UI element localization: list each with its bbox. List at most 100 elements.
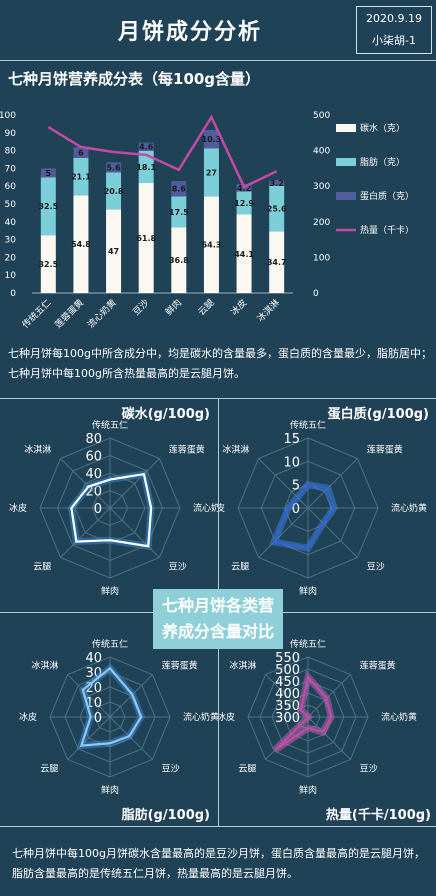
x-tick-label: 冰淇淋 — [254, 297, 282, 325]
bar-protein — [269, 179, 285, 186]
summary-note-1-line-2: 七种月饼中每100g所含热量最高的是云腿月饼。 — [8, 367, 245, 380]
radar-axis-label: 冰皮 — [9, 502, 27, 514]
radar-axis-label: 鲜肉 — [299, 585, 317, 597]
radar-section-label: 七种月饼各类营 养成分含量对比 — [153, 589, 283, 649]
bar-fat-label: 12.9 — [234, 199, 254, 208]
bar-fat-label: 20.8 — [104, 187, 124, 196]
bar-carbs — [236, 214, 252, 293]
radar-tick-label: 500 — [275, 663, 300, 678]
bar-carbs-label: 54.8 — [71, 240, 91, 249]
bar-carbs-label: 32.5 — [38, 260, 58, 269]
radar-spoke — [109, 674, 153, 718]
radar-axis-label: 传统五仁 — [290, 419, 326, 431]
radar-tick-label: 10 — [85, 696, 102, 711]
x-tick-label: 冰皮 — [228, 297, 249, 318]
radar-series-line — [274, 674, 333, 751]
y-tick-label: 30 — [5, 236, 17, 246]
divider — [0, 826, 436, 827]
bar-fat — [236, 191, 252, 215]
radar-series-line — [70, 472, 153, 548]
energy-line — [47, 114, 278, 189]
radar-axis-label: 莲蓉蛋黄 — [162, 659, 198, 671]
y2-tick-label: 300 — [313, 182, 330, 192]
bar-fat-label: 21.1 — [71, 173, 91, 182]
radar-tick-label: 15 — [283, 432, 300, 447]
x-tick-label: 流心奶黄 — [85, 297, 119, 331]
radar-axis-label: 豆沙 — [169, 562, 187, 573]
radar-spoke — [109, 458, 160, 509]
radar-axis-label: 莲蓉蛋黄 — [367, 443, 403, 455]
radar-axis-label: 鲜肉 — [101, 784, 119, 796]
bar-protein-label: 6 — [78, 149, 84, 158]
radar-tick-label: 550 — [275, 651, 300, 666]
radar-series-line — [79, 666, 143, 747]
bar-carbs-label: 34.7 — [267, 258, 287, 267]
radar-axis-label: 云腿 — [238, 764, 256, 775]
nutrition-bar-chart: 0 10 20 30 40 50 60 70 80 90 100 0 100 200 300 400 500 32… — [0, 111, 414, 331]
radar-spoke — [307, 716, 351, 760]
y-tick-label: 60 — [5, 182, 17, 192]
radar-axis-label: 云腿 — [231, 562, 249, 573]
bar-carbs — [73, 195, 89, 293]
radar-tick-label: 400 — [275, 687, 300, 702]
date-author-box: 2020.9.19 小柒胡-1 — [356, 6, 432, 54]
bar-carbs-label: 54.3 — [202, 241, 222, 250]
radar-spoke — [67, 716, 111, 760]
radar-axis-label: 鲜肉 — [101, 585, 119, 597]
bar-protein — [203, 129, 219, 149]
radar-axis-label: 流心奶黄 — [183, 711, 218, 723]
bar-protein-label: 4.2 — [237, 184, 251, 193]
bar-protein-label: 4.6 — [139, 143, 154, 152]
bar-protein — [40, 168, 56, 178]
radar-axis-label: 鲜肉 — [299, 784, 317, 796]
radar-axis-label: 豆沙 — [367, 562, 385, 573]
bar-protein-label: 5.6 — [106, 163, 121, 172]
radar-axis-label: 冰淇淋 — [222, 443, 249, 455]
y2-tick-label: 100 — [313, 253, 330, 263]
radar-axis-label: 流心奶黄 — [391, 502, 427, 514]
radar-axis-label: 传统五仁 — [92, 419, 128, 431]
bar-carbs-label: 44.1 — [234, 250, 254, 259]
y-tick-label: 70 — [5, 164, 17, 174]
radar-spoke — [67, 674, 111, 718]
radar-spoke — [307, 458, 358, 509]
bar-fat-label: 17.5 — [169, 208, 189, 217]
x-tick-label: 豆沙 — [131, 297, 152, 318]
radar-spoke — [258, 458, 309, 509]
bar-protein — [106, 162, 122, 173]
radar-axis-label: 冰皮 — [19, 711, 37, 723]
bar-carbs-label: 61.8 — [136, 234, 156, 243]
summary-note-1: 七种月饼每100g中所含成分中，均是碳水的含量最多，蛋白质的含量最少，脂肪居中；… — [8, 344, 432, 384]
page-title: 月饼成分分析 — [117, 20, 262, 45]
y-tick-label: 90 — [5, 129, 17, 139]
radar-section-label-line-1: 七种月饼各类营 — [161, 596, 274, 615]
radar-axis-label: 豆沙 — [162, 764, 180, 775]
bar-carbs-label: 47 — [108, 247, 119, 256]
x-tick-label: 云腿 — [196, 297, 217, 318]
bar-protein-label: 5 — [46, 169, 52, 178]
radar-tick-label: 0 — [292, 502, 300, 517]
radar-axis-label: 冰淇淋 — [24, 443, 51, 455]
radar-title: 蛋白质(g/100g) — [328, 406, 429, 422]
bar-fat — [203, 148, 219, 197]
radar-tick-label: 10 — [283, 455, 300, 470]
bar-fat-label: 27 — [206, 168, 217, 177]
bar-fat — [138, 150, 154, 183]
radar-title: 脂肪(g/100g) — [121, 807, 210, 823]
radar-spoke — [307, 507, 358, 558]
y-tick-label: 40 — [5, 218, 17, 228]
y2-tick-label: 200 — [313, 218, 330, 228]
radar-axis-label: 莲蓉蛋黄 — [360, 659, 396, 671]
radar-title: 碳水(g/100g) — [122, 406, 210, 422]
radar-tick-label: 0 — [94, 502, 102, 517]
y2-tick-label: 0 — [313, 289, 319, 299]
date-label: 2020.9.19 — [366, 12, 422, 25]
radar-axis-label: 云腿 — [33, 562, 51, 573]
radar-axis-label: 云腿 — [40, 764, 58, 775]
y2-tick-label: 400 — [313, 147, 330, 157]
header: 月饼成分分析 2020.9.19 小柒胡-1 — [0, 0, 436, 60]
bar-protein — [138, 142, 154, 151]
radar-spoke — [307, 674, 351, 718]
